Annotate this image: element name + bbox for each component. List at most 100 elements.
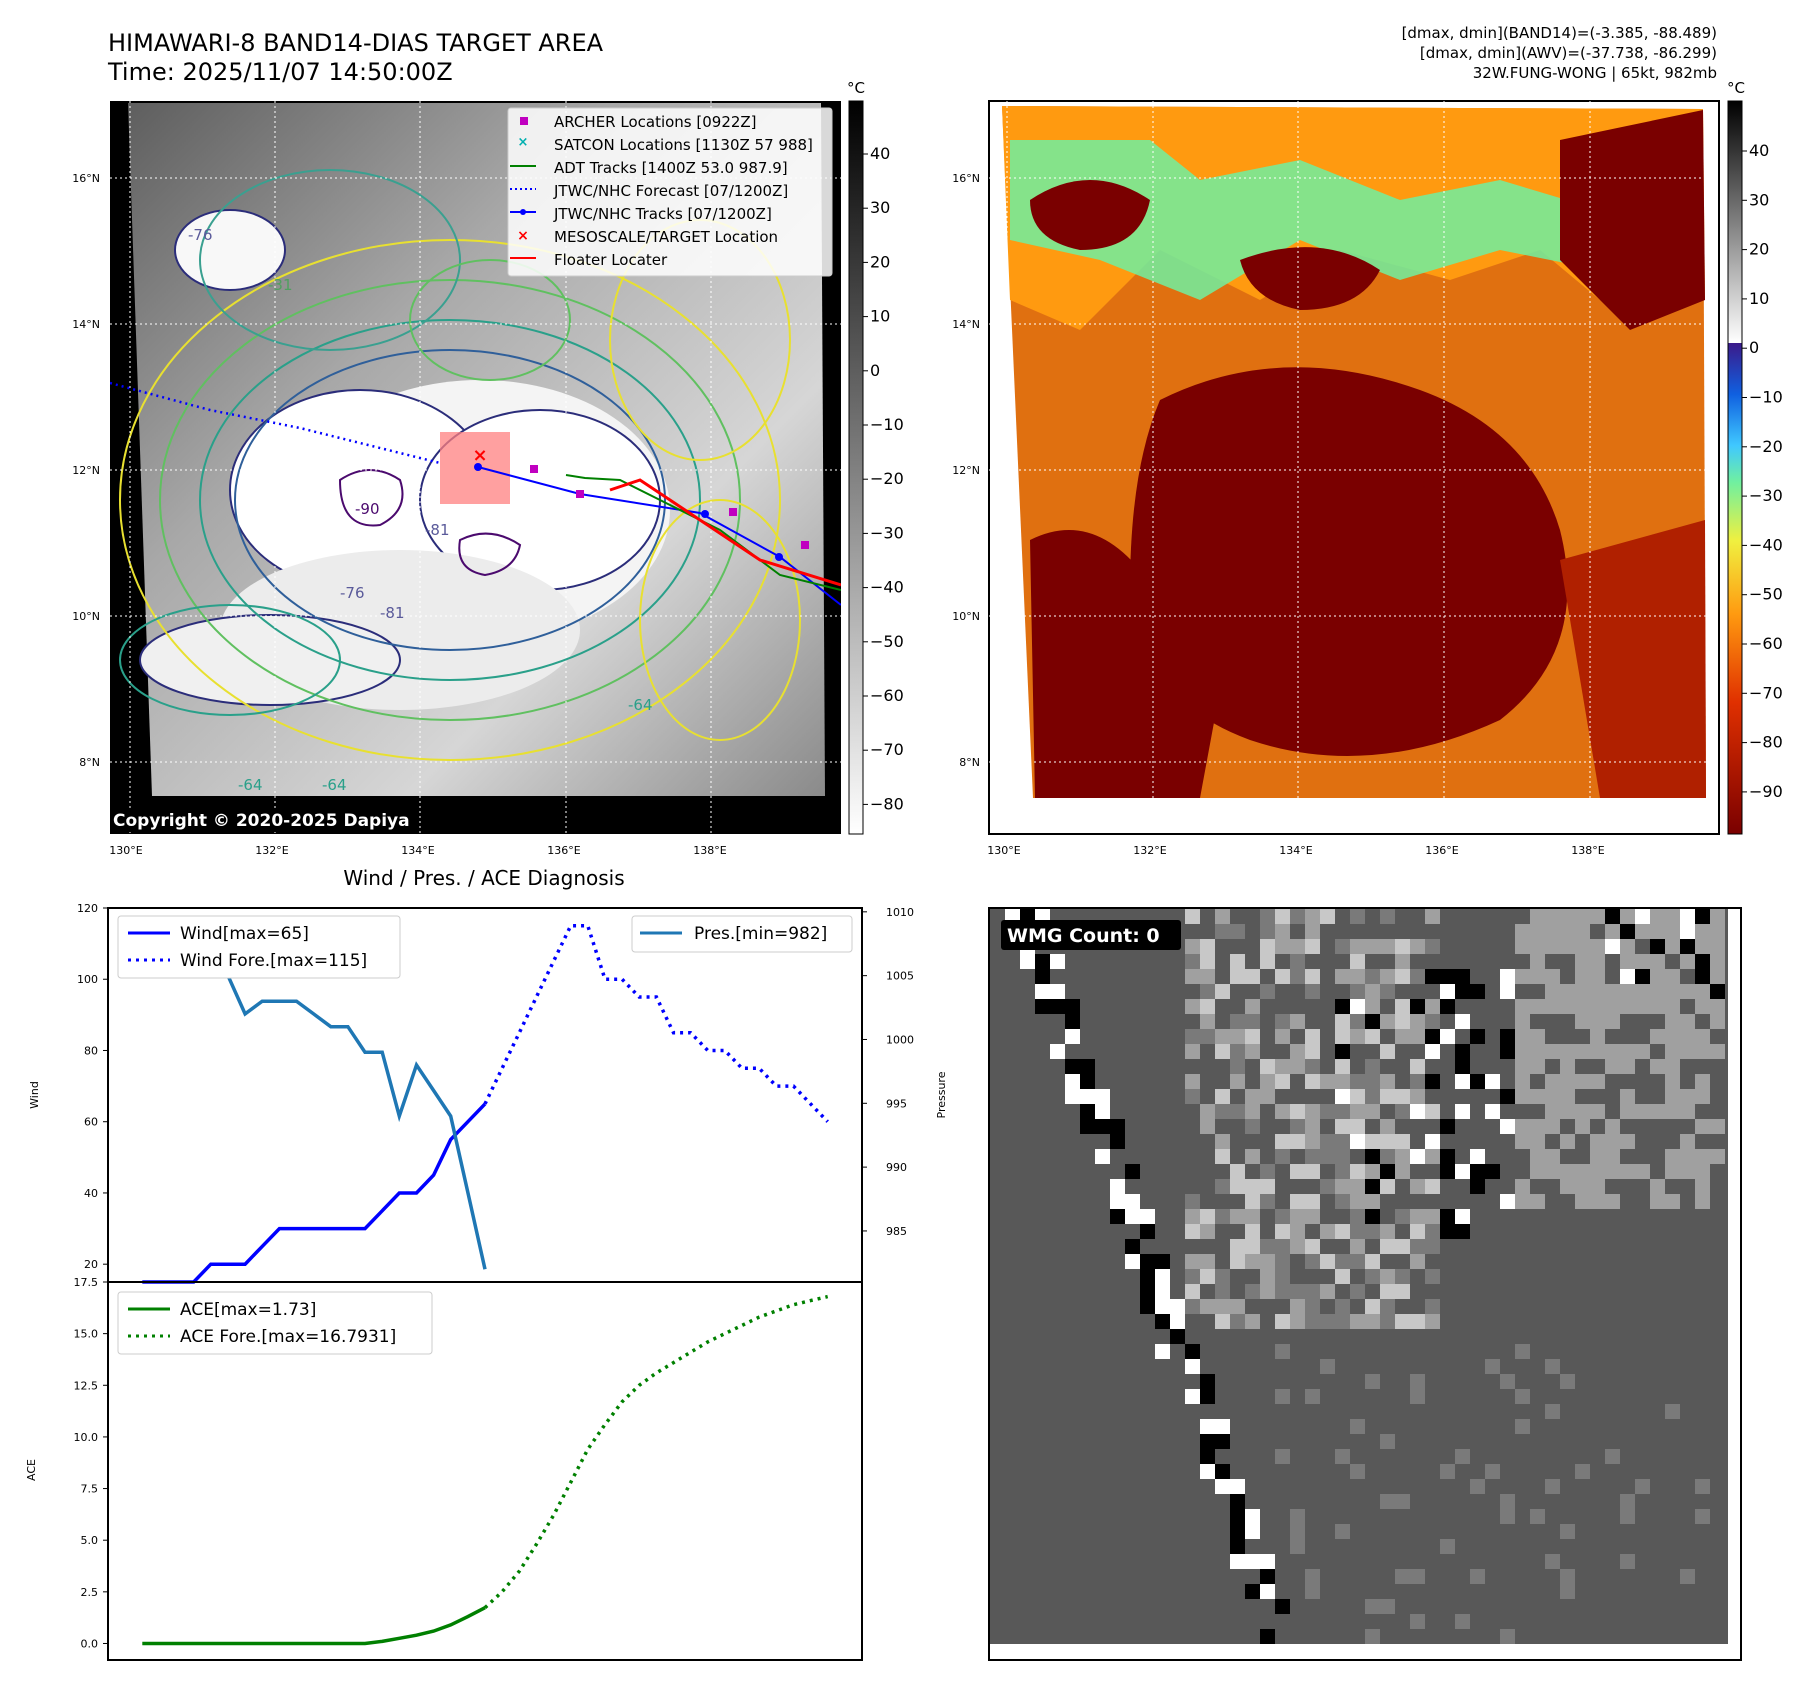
- wmg-cell: [1050, 1044, 1065, 1059]
- colorbar-tick-label: 30: [870, 198, 890, 217]
- wmg-cell: [1380, 909, 1395, 924]
- wmg-cell: [1440, 1464, 1455, 1479]
- wmg-cell: [1665, 909, 1680, 924]
- wmg-cell: [1545, 999, 1560, 1014]
- wmg-cell: [1440, 1539, 1455, 1554]
- wmg-cell: [1470, 1074, 1485, 1089]
- wmg-cell: [1305, 1284, 1320, 1299]
- wmg-cell: [1530, 1089, 1545, 1104]
- wmg-cell: [1440, 1029, 1455, 1044]
- wmg-cell: [1215, 1314, 1230, 1329]
- temperature-contours: [119, 169, 801, 761]
- wmg-cell: [1620, 999, 1635, 1014]
- wmg-cell: [1350, 1029, 1365, 1044]
- wmg-cell: [1440, 1209, 1455, 1224]
- wmg-cell: [1530, 1194, 1545, 1209]
- wmg-cell: [1590, 1044, 1605, 1059]
- wmg-cell: [1395, 1014, 1410, 1029]
- wmg-cell: [1230, 1059, 1245, 1074]
- wmg-cell: [1695, 954, 1710, 969]
- wmg-cell: [1155, 1344, 1170, 1359]
- wmg-cell: [1200, 1119, 1215, 1134]
- wmg-cell: [1050, 999, 1065, 1014]
- wmg-cell: [1215, 1284, 1230, 1299]
- wmg-cell: [1575, 1119, 1590, 1134]
- wmg-cell: [1560, 1374, 1575, 1389]
- wmg-cell: [1470, 1569, 1485, 1584]
- wmg-cell: [1710, 999, 1725, 1014]
- wmg-cell: [1275, 939, 1290, 954]
- wmg-cell: [1695, 1074, 1710, 1089]
- wmg-cell: [1560, 1059, 1575, 1074]
- wmg-cell: [1515, 1014, 1530, 1029]
- wmg-cell: [1575, 909, 1590, 924]
- wmg-cell: [1125, 1194, 1140, 1209]
- legend-target-label: MESOSCALE/TARGET Location: [554, 228, 778, 246]
- wmg-cell: [1560, 1089, 1575, 1104]
- wmg-cell: [1410, 999, 1425, 1014]
- wmg-cell: [1065, 999, 1080, 1014]
- wmg-cell: [1545, 984, 1560, 999]
- wmg-cell: [1260, 1074, 1275, 1089]
- wmg-cell: [1380, 1314, 1395, 1329]
- wmg-cell: [1560, 1584, 1575, 1599]
- wmg-cell: [1410, 1569, 1425, 1584]
- series-line-0: [142, 1102, 487, 1284]
- wmg-cell: [1215, 1479, 1230, 1494]
- wmg-cell: [1605, 1044, 1620, 1059]
- wmg-cell: [1185, 1359, 1200, 1374]
- wmg-cell: [1455, 984, 1470, 999]
- wmg-cell: [1200, 969, 1215, 984]
- wmg-cell: [1425, 1314, 1440, 1329]
- wmg-cell: [1305, 1119, 1320, 1134]
- wmg-cell: [1530, 1164, 1545, 1179]
- colorbar-tick-label: −80: [870, 794, 904, 813]
- svg-text:8°N: 8°N: [79, 756, 100, 769]
- wmg-cell: [1200, 1389, 1215, 1404]
- wmg-cell: [1305, 1164, 1320, 1179]
- wmg-cell: [1155, 1314, 1170, 1329]
- wmg-count-box: [1001, 920, 1181, 950]
- wmg-cell: [1560, 1104, 1575, 1119]
- wmg-cell: [1200, 1299, 1215, 1314]
- wmg-cell: [1275, 1269, 1290, 1284]
- wmg-cell: [1035, 984, 1050, 999]
- wmg-cell: [1635, 999, 1650, 1014]
- wmg-cell: [1590, 1164, 1605, 1179]
- wmg-cell: [1185, 1389, 1200, 1404]
- wmg-cell: [1140, 1254, 1155, 1269]
- wmg-cell: [1635, 1164, 1650, 1179]
- wmg-cell: [1665, 1059, 1680, 1074]
- wmg-cell: [1515, 1089, 1530, 1104]
- wmg-cell: [1275, 1059, 1290, 1074]
- wmg-cell: [1185, 1044, 1200, 1059]
- wmg-cell: [1260, 1089, 1275, 1104]
- wmg-cell: [1350, 1239, 1365, 1254]
- wmg-cell: [1035, 999, 1050, 1014]
- wmg-cell: [1425, 1224, 1440, 1239]
- info-band14: [dmax, dmin](BAND14)=(-3.385, -88.489): [1402, 24, 1717, 42]
- wmg-cell: [1590, 1029, 1605, 1044]
- wmg-cell: [1665, 1149, 1680, 1164]
- wmg-cell: [1590, 1104, 1605, 1119]
- wmg-cell: [1410, 1614, 1425, 1629]
- wmg-cell: [1695, 1119, 1710, 1134]
- wmg-cell: [1215, 924, 1230, 939]
- wmg-cell: [1290, 1299, 1305, 1314]
- wmg-cell: [1230, 1524, 1245, 1539]
- wmg-cell: [1560, 1134, 1575, 1149]
- wmg-cell: [1260, 1629, 1275, 1644]
- wmg-cell: [1305, 1134, 1320, 1149]
- wmg-cell: [1650, 954, 1665, 969]
- map-axis-labels: 16°N 14°N 12°N 10°N 8°N 130°E 132°E 134°…: [72, 172, 727, 857]
- wmg-cell: [1275, 1254, 1290, 1269]
- wmg-cell: [1380, 1014, 1395, 1029]
- awv-moist-band: [1010, 140, 1700, 300]
- wmg-cell: [1560, 939, 1575, 954]
- wmg-cell: [1515, 1059, 1530, 1074]
- wmg-cell: [1605, 1149, 1620, 1164]
- wmg-cell: [1665, 1164, 1680, 1179]
- wmg-cell: [1275, 924, 1290, 939]
- svg-text:12°N: 12°N: [72, 464, 100, 477]
- wmg-cell: [1050, 984, 1065, 999]
